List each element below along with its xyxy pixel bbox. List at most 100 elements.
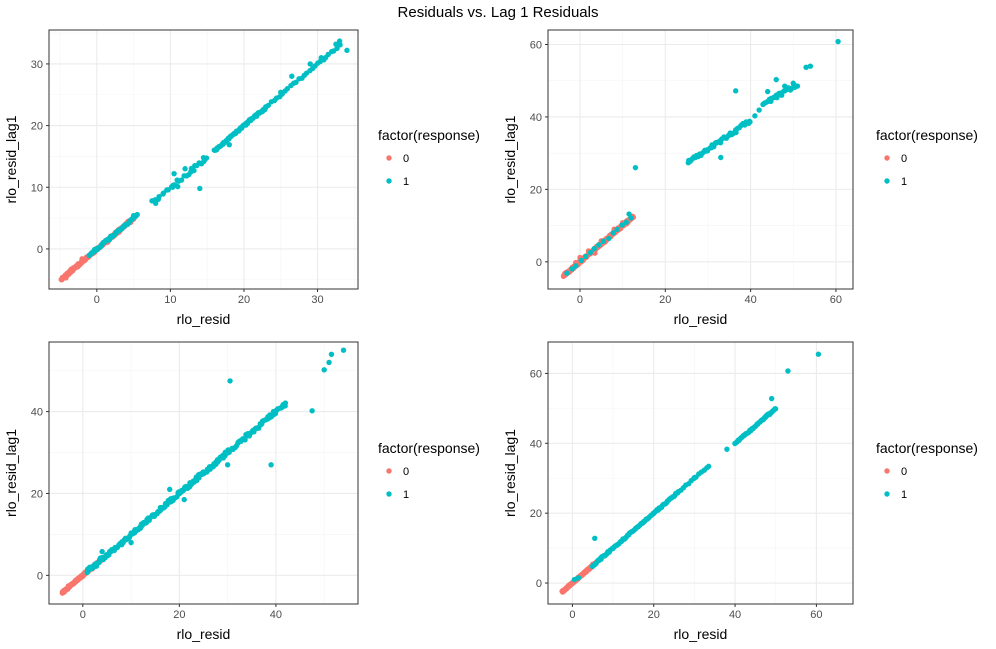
data-point xyxy=(152,200,159,206)
data-point xyxy=(705,463,712,470)
x-tick-label: 20 xyxy=(238,294,250,306)
data-point xyxy=(265,102,272,109)
data-point xyxy=(169,184,176,190)
scatter-panel-2: 0 20 40 60 0 20 40 60 rlo_resid rlo_resid_lag1 fac… xyxy=(502,29,978,327)
data-point xyxy=(328,351,335,357)
data-point xyxy=(772,406,779,412)
data-point xyxy=(747,119,753,125)
data-point xyxy=(334,45,340,52)
data-point xyxy=(724,446,730,452)
data-point xyxy=(84,566,91,572)
data-point xyxy=(560,588,567,595)
data-point xyxy=(835,38,841,45)
legend: factor(response) 0 1 xyxy=(378,127,480,188)
legend: factor(response) 0 1 xyxy=(378,440,480,501)
legend-key-1 xyxy=(386,491,392,497)
y-tick-label: 40 xyxy=(530,112,542,124)
panel-border xyxy=(48,341,359,605)
data-point xyxy=(592,250,598,256)
legend-label-0: 0 xyxy=(403,466,409,478)
data-point xyxy=(782,83,788,89)
legend-key-0 xyxy=(884,468,890,474)
data-point xyxy=(764,88,771,95)
data-point xyxy=(284,86,291,92)
x-tick-label: 30 xyxy=(311,294,323,306)
panel-border xyxy=(547,341,854,605)
data-point xyxy=(321,367,327,373)
y-axis-title: rlo_resid_lag1 xyxy=(3,429,19,517)
data-point xyxy=(587,249,594,256)
data-point xyxy=(591,246,597,252)
x-tick-label: 0 xyxy=(94,294,100,306)
x-tick-label: 0 xyxy=(80,609,86,621)
x-axis-title: rlo_resid xyxy=(177,311,231,327)
data-point xyxy=(224,462,231,468)
data-point xyxy=(778,92,785,98)
data-point xyxy=(575,575,582,581)
data-point xyxy=(63,275,69,281)
data-point xyxy=(573,263,579,269)
series-1 xyxy=(571,351,822,583)
series-1 xyxy=(84,347,347,576)
legend-key-1 xyxy=(884,178,890,184)
data-point xyxy=(68,266,74,272)
data-point xyxy=(171,170,177,177)
panel-border xyxy=(48,29,359,290)
scatter-panel-4: 0 20 40 60 0 20 40 60 rlo_resid rlo_resid_lag1 fac… xyxy=(502,341,978,642)
data-point xyxy=(732,88,739,94)
legend-label-0: 0 xyxy=(901,466,907,478)
data-point xyxy=(226,449,232,455)
legend-title: factor(response) xyxy=(378,440,480,456)
y-tick-label: 20 xyxy=(31,121,43,133)
data-point xyxy=(606,235,612,242)
legend-key-0 xyxy=(386,468,392,474)
data-point xyxy=(72,577,79,583)
data-point xyxy=(165,187,171,193)
data-point xyxy=(175,183,181,190)
data-point xyxy=(768,395,775,402)
legend-key-1 xyxy=(884,491,890,497)
y-tick-label: 0 xyxy=(536,578,542,590)
data-point xyxy=(790,80,796,86)
data-point xyxy=(270,408,277,415)
data-point xyxy=(289,73,295,79)
legend: factor(response) 0 1 xyxy=(876,440,978,501)
data-point xyxy=(592,535,598,542)
data-point xyxy=(200,154,207,161)
data-point xyxy=(167,486,173,493)
figure-title: Residuals vs. Lag 1 Residuals xyxy=(398,4,599,21)
data-point xyxy=(598,555,604,561)
data-point xyxy=(730,130,737,136)
data-point xyxy=(614,226,620,232)
data-point xyxy=(774,94,780,101)
data-point xyxy=(157,507,163,514)
legend-key-1 xyxy=(386,178,392,184)
x-tick-label: 40 xyxy=(744,294,756,306)
data-point xyxy=(815,351,822,357)
data-point xyxy=(156,193,162,200)
x-tick-label: 0 xyxy=(577,294,583,306)
data-point xyxy=(596,242,602,248)
data-point xyxy=(307,61,313,67)
data-point xyxy=(578,257,584,264)
legend-title: factor(response) xyxy=(876,127,978,143)
data-point xyxy=(752,113,758,119)
data-point xyxy=(785,368,791,374)
series-1 xyxy=(564,38,841,276)
legend-label-1: 1 xyxy=(901,176,907,188)
legend: factor(response) 0 1 xyxy=(876,127,978,188)
y-tick-label: 0 xyxy=(536,257,542,269)
data-point xyxy=(178,177,185,183)
data-point xyxy=(794,83,801,89)
legend-label-0: 0 xyxy=(901,153,907,165)
x-tick-label: 20 xyxy=(173,609,185,621)
data-point xyxy=(632,164,639,171)
y-tick-label: 0 xyxy=(37,570,43,582)
scatter-panel-3: 0 20 40 0 20 40 rlo_resid rlo_resid_lag1 factor(… xyxy=(3,341,480,642)
data-point xyxy=(569,266,575,272)
y-tick-label: 20 xyxy=(530,184,542,196)
data-point xyxy=(582,253,589,260)
data-point xyxy=(619,222,625,228)
